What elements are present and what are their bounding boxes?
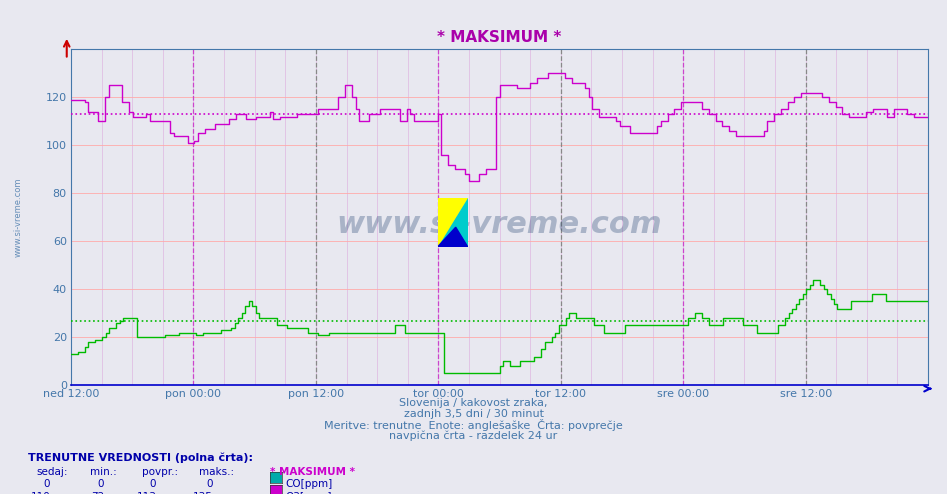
Title: * MAKSIMUM *: * MAKSIMUM * — [438, 31, 562, 45]
Polygon shape — [438, 227, 468, 247]
Text: www.si-vreme.com: www.si-vreme.com — [13, 178, 23, 257]
Text: 72: 72 — [91, 492, 104, 494]
Text: maks.:: maks.: — [199, 467, 234, 477]
Text: sedaj:: sedaj: — [36, 467, 67, 477]
Text: min.:: min.: — [90, 467, 116, 477]
Text: 110: 110 — [30, 492, 50, 494]
Text: TRENUTNE VREDNOSTI (polna črta):: TRENUTNE VREDNOSTI (polna črta): — [28, 452, 254, 462]
Text: 135: 135 — [193, 492, 213, 494]
Polygon shape — [438, 198, 468, 247]
Text: navpična črta - razdelek 24 ur: navpična črta - razdelek 24 ur — [389, 430, 558, 441]
Text: * MAKSIMUM *: * MAKSIMUM * — [270, 467, 355, 477]
Text: CO[ppm]: CO[ppm] — [285, 479, 332, 489]
Text: 0: 0 — [44, 479, 50, 489]
Text: 0: 0 — [150, 479, 156, 489]
Text: 0: 0 — [206, 479, 213, 489]
Text: 0: 0 — [98, 479, 104, 489]
Polygon shape — [438, 198, 468, 247]
Text: povpr.:: povpr.: — [142, 467, 178, 477]
Text: Slovenija / kakovost zraka,: Slovenija / kakovost zraka, — [400, 398, 547, 408]
Text: Meritve: trenutne  Enote: anglešaške  Črta: povprečje: Meritve: trenutne Enote: anglešaške Črta… — [324, 419, 623, 431]
Text: www.si-vreme.com: www.si-vreme.com — [337, 209, 662, 239]
Text: zadnjh 3,5 dni / 30 minut: zadnjh 3,5 dni / 30 minut — [403, 409, 544, 418]
Text: 113: 113 — [136, 492, 156, 494]
Text: O3[ppm]: O3[ppm] — [285, 492, 331, 494]
